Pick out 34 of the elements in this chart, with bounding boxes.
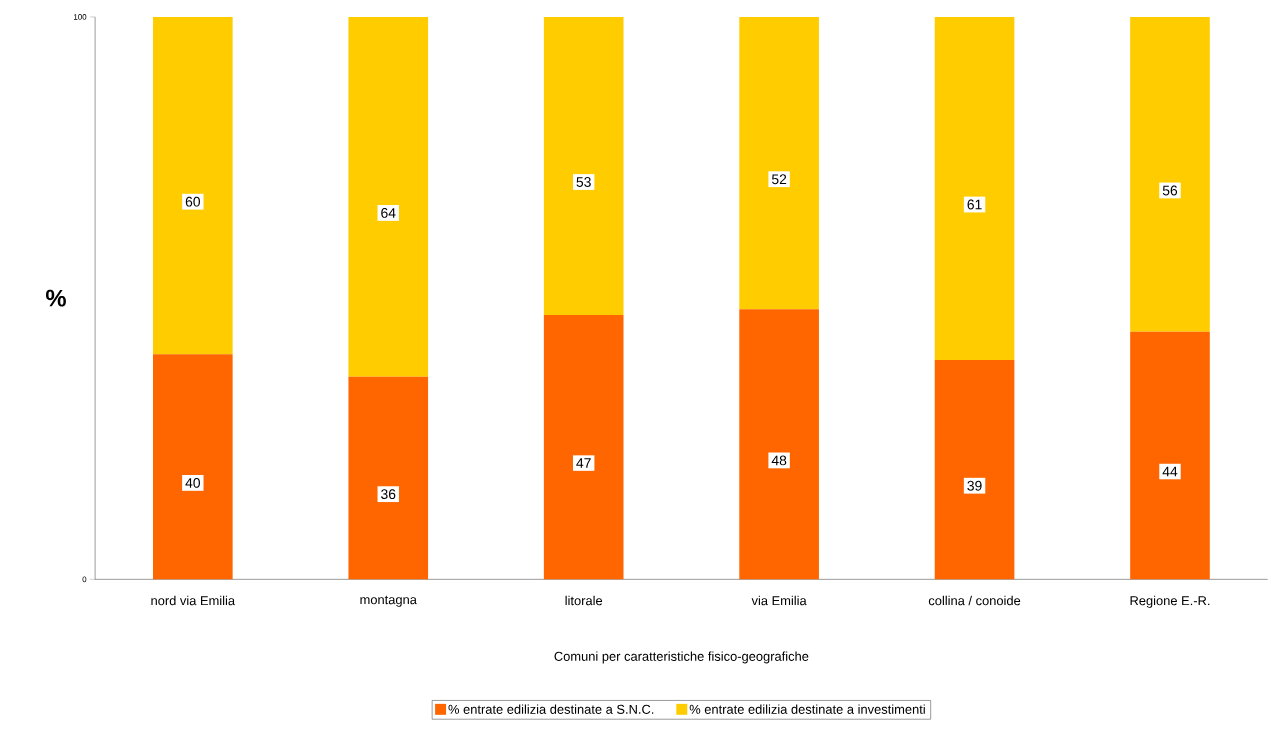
data-label: 39: [967, 480, 982, 491]
data-label: 64: [381, 208, 396, 219]
bar: [153, 354, 233, 580]
data-label: 56: [1162, 185, 1178, 196]
bar: [1130, 332, 1210, 580]
bar: [1130, 17, 1210, 333]
data-label: 52: [771, 174, 787, 185]
bar: [153, 17, 233, 355]
x-tick-label: montagna: [360, 595, 417, 607]
legend-label: % entrate edilizia destinate a investimenti: [689, 704, 925, 715]
bar: [934, 360, 1015, 580]
bar: [543, 315, 624, 580]
data-label: 40: [185, 478, 200, 489]
bar: [739, 17, 819, 310]
data-label: 53: [576, 177, 591, 188]
data-label: 44: [1162, 466, 1178, 477]
bar: [348, 377, 429, 580]
x-tick-label: collina / conoide: [928, 595, 1021, 606]
bar: [543, 17, 624, 316]
data-label: 60: [185, 196, 200, 207]
data-label: 61: [967, 199, 982, 210]
x-axis-title: Comuni per caratteristiche fisico-geografiche: [554, 651, 809, 664]
y-axis-title: %: [46, 289, 66, 307]
x-tick-label: nord via Emilia: [151, 595, 236, 606]
data-label: 47: [576, 458, 591, 469]
x-tick-label: litorale: [565, 595, 603, 606]
bar: [934, 17, 1015, 361]
x-tick-label: via Emilia: [751, 595, 807, 606]
legend-label: % entrate edilizia destinate a S.N.C.: [448, 704, 654, 715]
bar: [739, 309, 819, 580]
bar: [348, 17, 429, 378]
x-tick-label: Regione E.-R.: [1130, 595, 1210, 608]
data-label: 48: [771, 455, 787, 466]
data-label: 36: [381, 489, 396, 500]
